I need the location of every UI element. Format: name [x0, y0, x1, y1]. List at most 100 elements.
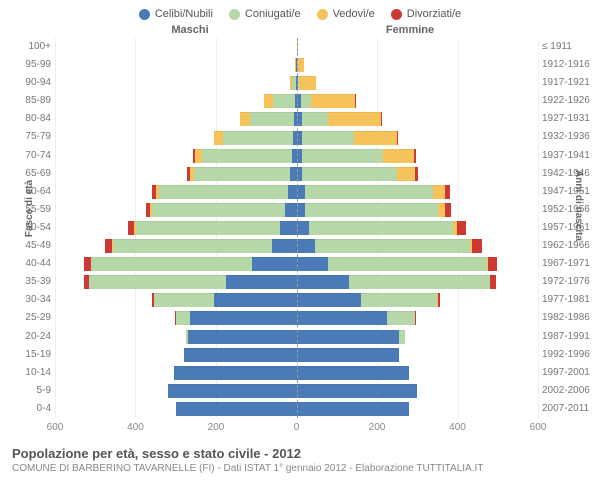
seg-vedovi — [214, 131, 223, 145]
seg-coniugati — [113, 239, 272, 253]
female-bar — [297, 384, 539, 398]
seg-vedovi — [264, 94, 273, 108]
seg-celibi — [285, 203, 296, 217]
age-label: 45-49 — [13, 237, 51, 255]
seg-celibi — [297, 221, 309, 235]
x-axis: 6004002000200400600 — [55, 422, 538, 436]
seg-coniugati — [315, 239, 470, 253]
female-bar — [297, 221, 539, 235]
female-bar — [297, 94, 539, 108]
chart-title: Popolazione per età, sesso e stato civil… — [12, 446, 590, 461]
seg-coniugati — [302, 167, 397, 181]
seg-coniugati — [91, 257, 252, 271]
seg-celibi — [288, 185, 297, 199]
age-label: 15-19 — [13, 346, 51, 364]
birthyear-label: 1922-1926 — [542, 92, 600, 110]
x-tick: 200 — [208, 422, 225, 433]
male-bar — [55, 149, 297, 163]
title-block: Popolazione per età, sesso e stato civil… — [0, 436, 600, 474]
female-bar — [297, 402, 539, 416]
seg-divorziati — [488, 257, 497, 271]
birthyear-label: 2007-2011 — [542, 400, 600, 418]
celibi-swatch — [139, 9, 150, 20]
birthyear-label: 1937-1941 — [542, 147, 600, 165]
male-bar — [55, 293, 297, 307]
seg-celibi — [297, 293, 361, 307]
seg-celibi — [226, 275, 296, 289]
seg-coniugati — [89, 275, 226, 289]
seg-divorziati — [472, 239, 482, 253]
age-label: 20-24 — [13, 328, 51, 346]
vedovi-swatch — [317, 9, 328, 20]
seg-celibi — [252, 257, 296, 271]
seg-coniugati — [349, 275, 490, 289]
female-bar — [297, 311, 539, 325]
right-axis-title: Anni di nascita — [573, 170, 584, 241]
seg-divorziati — [84, 257, 91, 271]
seg-vedovi — [299, 76, 316, 90]
x-tick: 200 — [369, 422, 386, 433]
male-bar — [55, 94, 297, 108]
birthyear-label: 1982-1986 — [542, 309, 600, 327]
female-bar — [297, 239, 539, 253]
seg-coniugati — [159, 185, 288, 199]
birthyear-label: ≤ 1911 — [542, 38, 600, 56]
age-label: 70-74 — [13, 147, 51, 165]
age-label: 10-14 — [13, 364, 51, 382]
seg-vedovi — [311, 94, 355, 108]
seg-coniugati — [328, 257, 487, 271]
legend-item-vedovi: Vedovi/e — [317, 8, 375, 20]
seg-celibi — [297, 203, 306, 217]
seg-divorziati — [457, 221, 465, 235]
male-bar — [55, 131, 297, 145]
seg-coniugati — [154, 293, 214, 307]
birthyear-label: 1917-1921 — [542, 74, 600, 92]
seg-divorziati — [381, 112, 382, 126]
male-bar — [55, 58, 297, 72]
seg-celibi — [174, 366, 297, 380]
female-bar — [297, 112, 539, 126]
female-bar — [297, 366, 539, 380]
chart-subtitle: COMUNE DI BARBERINO TAVARNELLE (FI) - Da… — [12, 463, 590, 474]
seg-divorziati — [490, 275, 496, 289]
seg-coniugati — [309, 221, 454, 235]
age-label: 100+ — [13, 38, 51, 56]
birthyear-label: 1912-1916 — [542, 56, 600, 74]
birthyear-label: 1987-1991 — [542, 328, 600, 346]
plot-area: 100+95-9990-9485-8980-8475-7970-7465-696… — [55, 38, 538, 418]
seg-celibi — [297, 275, 349, 289]
seg-celibi — [280, 221, 296, 235]
seg-divorziati — [105, 239, 112, 253]
birthyear-label: 1992-1996 — [542, 346, 600, 364]
population-pyramid-chart: Celibi/NubiliConiugati/eVedovi/eDivorzia… — [0, 0, 600, 500]
seg-vedovi — [383, 149, 414, 163]
birthyear-label: 1952-1956 — [542, 201, 600, 219]
male-bar — [55, 348, 297, 362]
male-header: Maschi — [80, 24, 300, 36]
seg-celibi — [297, 185, 305, 199]
birthyear-label: 1972-1976 — [542, 273, 600, 291]
seg-vedovi — [397, 167, 415, 181]
seg-divorziati — [445, 203, 451, 217]
birthyear-label: 1927-1931 — [542, 110, 600, 128]
age-label: 40-44 — [13, 255, 51, 273]
age-label: 30-34 — [13, 291, 51, 309]
seg-coniugati — [176, 311, 190, 325]
divorziati-swatch — [391, 9, 402, 20]
seg-divorziati — [415, 311, 416, 325]
female-bar — [297, 257, 539, 271]
seg-celibi — [176, 402, 297, 416]
male-bar — [55, 221, 297, 235]
age-label: 75-79 — [13, 128, 51, 146]
male-bar — [55, 257, 297, 271]
female-bar — [297, 58, 539, 72]
seg-vedovi — [438, 203, 445, 217]
birthyear-label: 1932-1936 — [542, 128, 600, 146]
seg-coniugati — [361, 293, 437, 307]
seg-coniugati — [301, 94, 311, 108]
seg-vedovi — [240, 112, 250, 126]
x-tick: 400 — [127, 422, 144, 433]
seg-coniugati — [305, 203, 438, 217]
male-bar — [55, 366, 297, 380]
x-tick: 600 — [47, 422, 64, 433]
